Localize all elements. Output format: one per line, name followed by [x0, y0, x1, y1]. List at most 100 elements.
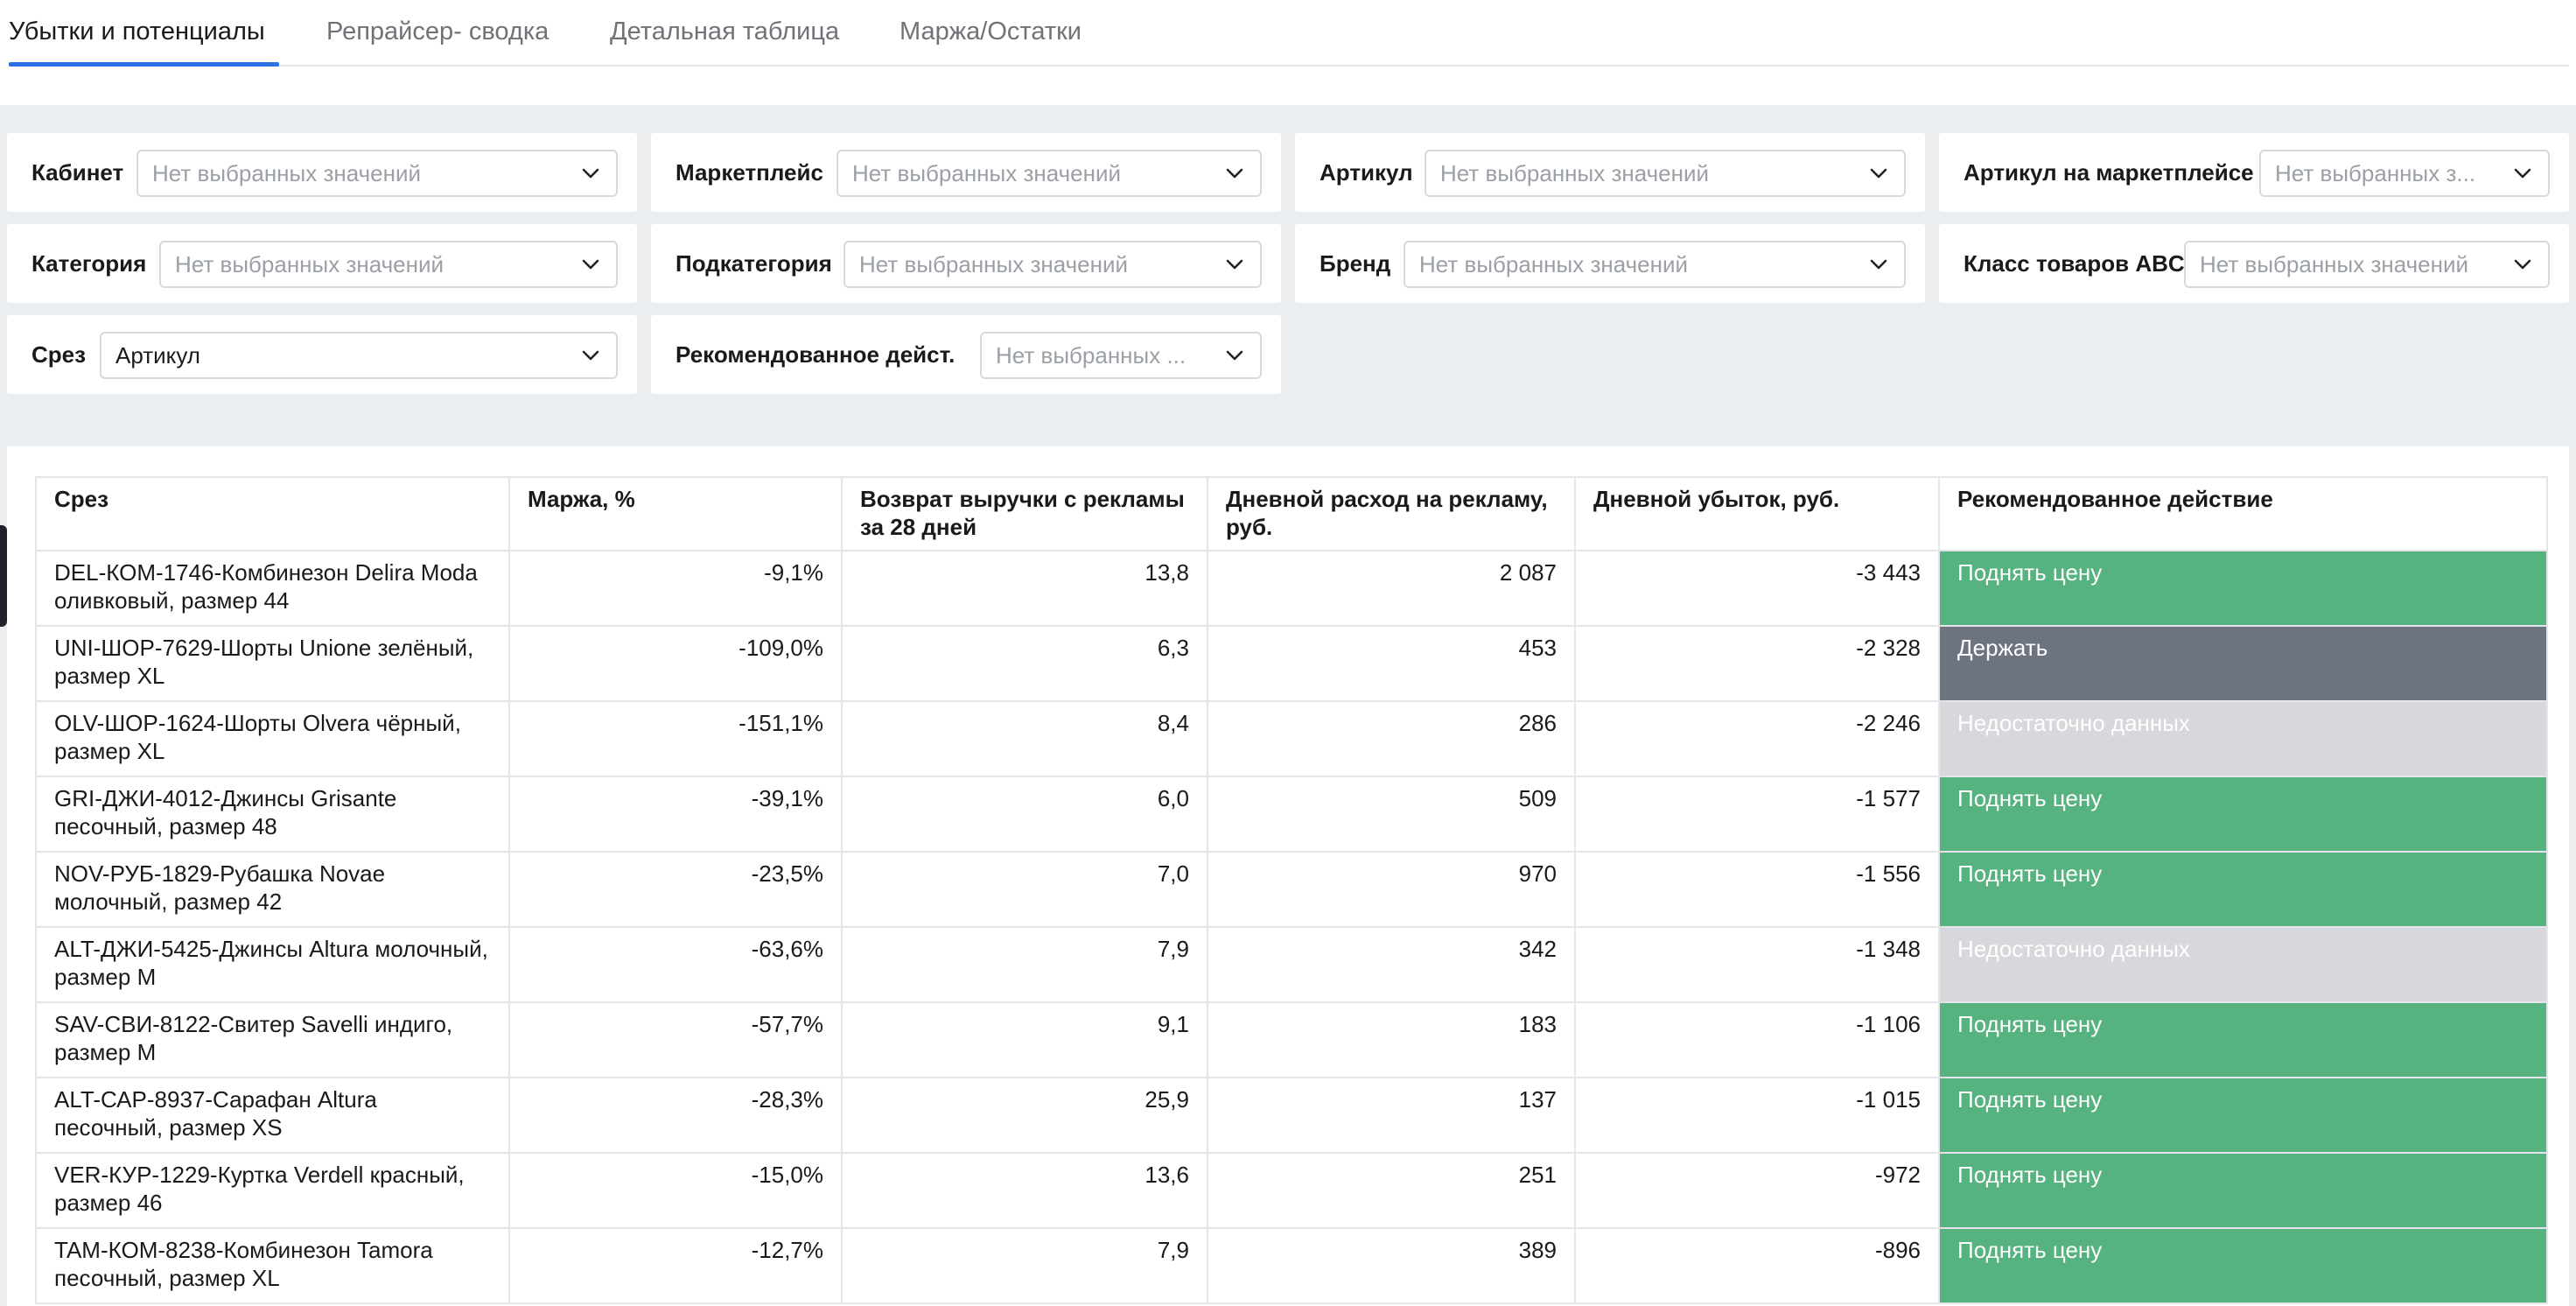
cell-slice: ALT-ДЖИ-5425-Джинсы Altura молочный, раз…	[35, 926, 510, 1003]
chevron-down-icon	[1870, 168, 1887, 179]
tab-margin-stock[interactable]: Маржа/Остатки	[900, 18, 1082, 46]
article-select[interactable]: Нет выбранных значений	[1424, 150, 1906, 197]
cell-ad-spend: 970	[1207, 851, 1576, 928]
active-tab-indicator	[9, 62, 279, 67]
table-row[interactable]: UNI-ШОР-7629-Шорты Unione зелёный, разме…	[35, 625, 2548, 702]
tab-losses-potentials[interactable]: Убытки и потенциалы	[9, 18, 265, 46]
cell-ad-spend: 509	[1207, 776, 1576, 853]
filter-subcategory: Подкатегория Нет выбранных значений	[651, 224, 1281, 303]
recommended-action-select[interactable]: Нет выбранных ...	[980, 332, 1262, 379]
cell-daily-loss: -2 328	[1574, 625, 1940, 702]
column-header-slice[interactable]: Срез	[35, 476, 510, 551]
cell-margin: -57,7%	[508, 1001, 843, 1078]
cell-slice: VER-КУР-1229-Куртка Verdell красный, раз…	[35, 1152, 510, 1229]
select-value: Нет выбранных значений	[852, 160, 1122, 186]
cell-ad-spend: 2 087	[1207, 550, 1576, 627]
cell-ad-spend: 251	[1207, 1152, 1576, 1229]
cell-roas: 7,9	[841, 926, 1208, 1003]
table-row[interactable]: ALT-САР-8937-Сарафан Altura песочный, ра…	[35, 1077, 2548, 1154]
filter-abc-class: Класс товаров ABC Нет выбранных значений	[1939, 224, 2569, 303]
select-value: Нет выбранных значений	[859, 251, 1129, 277]
cell-slice: SAV-СВИ-8122-Свитер Savelli индиго, разм…	[35, 1001, 510, 1078]
cell-recommended-action: Поднять цену	[1938, 1227, 2548, 1304]
cell-recommended-action: Держать	[1938, 625, 2548, 702]
table-row[interactable]: DEL-КОМ-1746-Комбинезон Delira Moda олив…	[35, 550, 2548, 627]
chevron-down-icon	[1226, 350, 1243, 361]
column-header-daily-loss[interactable]: Дневной убыток, руб.	[1574, 476, 1940, 551]
chevron-down-icon	[1226, 259, 1243, 270]
marketplace-article-select[interactable]: Нет выбранных з...	[2259, 150, 2550, 197]
brand-select[interactable]: Нет выбранных значений	[1404, 241, 1906, 288]
cell-daily-loss: -3 443	[1574, 550, 1940, 627]
cell-slice: GRI-ДЖИ-4012-Джинсы Grisante песочный, р…	[35, 776, 510, 853]
cell-roas: 9,1	[841, 1001, 1208, 1078]
cell-daily-loss: -1 015	[1574, 1077, 1940, 1154]
select-value: Нет выбранных значений	[175, 251, 444, 277]
table-row[interactable]: OLV-ШОР-1624-Шорты Olvera чёрный, размер…	[35, 700, 2548, 777]
cell-roas: 7,0	[841, 851, 1208, 928]
column-header-roas[interactable]: Возврат выручки с рекламы за 28 дней	[841, 476, 1208, 551]
cell-margin: -109,0%	[508, 625, 843, 702]
cell-slice: DEL-КОМ-1746-Комбинезон Delira Moda олив…	[35, 550, 510, 627]
cell-roas: 13,8	[841, 550, 1208, 627]
cell-margin: -151,1%	[508, 700, 843, 777]
cell-daily-loss: -1 577	[1574, 776, 1940, 853]
abc-class-select[interactable]: Нет выбранных значений	[2184, 241, 2550, 288]
cell-slice: ALT-САР-8937-Сарафан Altura песочный, ра…	[35, 1077, 510, 1154]
table-row[interactable]: SAV-СВИ-8122-Свитер Savelli индиго, разм…	[35, 1001, 2548, 1078]
filter-recommended-action: Рекомендованное дейст... Нет выбранных .…	[651, 315, 1281, 394]
cell-ad-spend: 286	[1207, 700, 1576, 777]
cell-margin: -15,0%	[508, 1152, 843, 1229]
cell-daily-loss: -896	[1574, 1227, 1940, 1304]
cell-ad-spend: 453	[1207, 625, 1576, 702]
table-row[interactable]: VER-КУР-1229-Куртка Verdell красный, раз…	[35, 1152, 2548, 1229]
marketplace-select[interactable]: Нет выбранных значений	[836, 150, 1262, 197]
column-header-ad-spend[interactable]: Дневной расход на рекламу, руб.	[1207, 476, 1576, 551]
tab-repricer-summary[interactable]: Репрайсер- сводка	[326, 18, 550, 46]
filter-label: Бренд	[1320, 250, 1391, 277]
side-panel-handle[interactable]	[0, 525, 7, 627]
tabs-divider	[9, 65, 2569, 67]
table-row[interactable]: NOV-РУБ-1829-Рубашка Novae молочный, раз…	[35, 851, 2548, 928]
cell-recommended-action: Поднять цену	[1938, 1152, 2548, 1229]
tab-detailed-table[interactable]: Детальная таблица	[610, 18, 840, 46]
slice-select[interactable]: Артикул	[100, 332, 618, 379]
cell-margin: -9,1%	[508, 550, 843, 627]
subcategory-select[interactable]: Нет выбранных значений	[844, 241, 1262, 288]
losses-table: Срез Маржа, % Возврат выручки с рекламы …	[35, 476, 2548, 1304]
select-value: Нет выбранных ...	[996, 342, 1186, 369]
table-panel: Срез Маржа, % Возврат выручки с рекламы …	[7, 446, 2569, 1306]
cell-slice: OLV-ШОР-1624-Шорты Olvera чёрный, размер…	[35, 700, 510, 777]
table-header-row: Срез Маржа, % Возврат выручки с рекламы …	[35, 476, 2548, 551]
cell-daily-loss: -1 106	[1574, 1001, 1940, 1078]
table-row[interactable]: ALT-ДЖИ-5425-Джинсы Altura молочный, раз…	[35, 926, 2548, 1003]
cell-recommended-action: Поднять цену	[1938, 550, 2548, 627]
filter-brand: Бренд Нет выбранных значений	[1295, 224, 1925, 303]
cabinet-select[interactable]: Нет выбранных значений	[136, 150, 618, 197]
filter-article: Артикул Нет выбранных значений	[1295, 133, 1925, 212]
cell-margin: -23,5%	[508, 851, 843, 928]
filter-label: Маркетплейс	[676, 159, 823, 186]
table-row[interactable]: TAM-КОМ-8238-Комбинезон Tamora песочный,…	[35, 1227, 2548, 1304]
category-select[interactable]: Нет выбранных значений	[159, 241, 618, 288]
cell-recommended-action: Поднять цену	[1938, 776, 2548, 853]
column-header-margin[interactable]: Маржа, %	[508, 476, 843, 551]
select-value: Нет выбранных значений	[2200, 251, 2469, 277]
cell-slice: TAM-КОМ-8238-Комбинезон Tamora песочный,…	[35, 1227, 510, 1304]
column-header-recommended-action[interactable]: Рекомендованное действие	[1938, 476, 2548, 551]
filter-label: Артикул на маркетплейсе	[1964, 159, 2254, 186]
filter-label: Срез	[32, 341, 87, 368]
cell-margin: -63,6%	[508, 926, 843, 1003]
table-row[interactable]: GRI-ДЖИ-4012-Джинсы Grisante песочный, р…	[35, 776, 2548, 853]
filter-label: Артикул	[1320, 159, 1413, 186]
filter-marketplace: Маркетплейс Нет выбранных значений	[651, 133, 1281, 212]
cell-margin: -28,3%	[508, 1077, 843, 1154]
cell-roas: 25,9	[841, 1077, 1208, 1154]
filters-panel: Кабинет Нет выбранных значений Маркетпле…	[0, 105, 2576, 420]
cell-roas: 6,0	[841, 776, 1208, 853]
cell-recommended-action: Поднять цену	[1938, 1077, 2548, 1154]
filter-slice: Срез Артикул	[7, 315, 637, 394]
filter-cabinet: Кабинет Нет выбранных значений	[7, 133, 637, 212]
filter-label: Подкатегория	[676, 250, 832, 277]
cell-roas: 7,9	[841, 1227, 1208, 1304]
